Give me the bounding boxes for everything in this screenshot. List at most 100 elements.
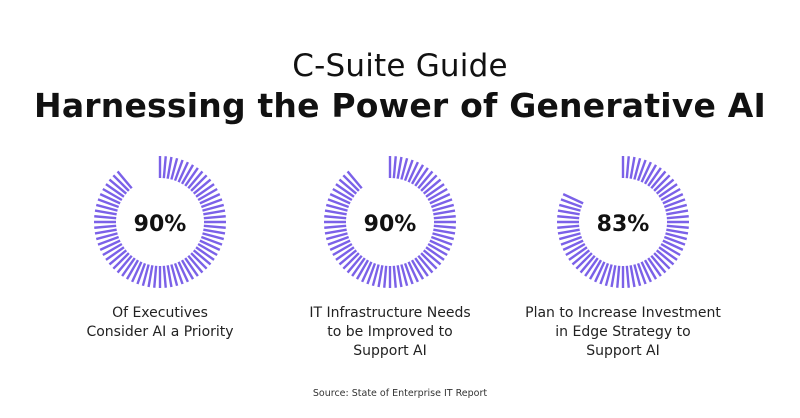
gauge-tick bbox=[422, 249, 442, 266]
gauge-tick bbox=[616, 265, 621, 288]
gauge-tick bbox=[430, 198, 453, 209]
ring-gauge-3 bbox=[557, 156, 689, 288]
gauge-tick bbox=[187, 254, 204, 274]
gauge-tick bbox=[94, 228, 117, 235]
gauge-tick bbox=[588, 259, 603, 280]
gauge-tick bbox=[195, 246, 215, 261]
gauge-tick bbox=[190, 252, 208, 270]
gauge-tick bbox=[197, 242, 218, 257]
gauge-tick bbox=[162, 265, 167, 288]
gauge-tick bbox=[643, 259, 658, 280]
gauge-tick bbox=[557, 228, 580, 235]
gauge-tick bbox=[147, 265, 154, 288]
gauge-tick bbox=[392, 156, 397, 179]
gauge-tick bbox=[329, 239, 351, 251]
gauge-tick bbox=[662, 239, 684, 251]
gauge-tick bbox=[170, 264, 179, 287]
gauge-tick bbox=[427, 242, 448, 257]
gauge-tick bbox=[400, 157, 409, 180]
gauge-tick bbox=[560, 235, 583, 246]
gauge-tick bbox=[666, 209, 689, 216]
gauge-tick bbox=[584, 257, 599, 277]
gauge-tick bbox=[180, 164, 195, 185]
gauge-tick bbox=[184, 167, 199, 187]
gauge-tick bbox=[112, 174, 130, 192]
gauge-tick bbox=[180, 259, 195, 280]
gauge-tick bbox=[396, 156, 403, 179]
gauge-tick bbox=[594, 261, 606, 283]
gauge-tick bbox=[568, 246, 588, 261]
gauge-tick bbox=[153, 265, 158, 288]
gauge-tick bbox=[324, 228, 347, 235]
gauge-tick bbox=[663, 235, 686, 246]
gauge-tick bbox=[173, 159, 184, 182]
gauge-tick bbox=[407, 161, 419, 183]
gauge-tick bbox=[199, 193, 221, 205]
gauge-tick bbox=[166, 265, 173, 288]
gauge-tick bbox=[666, 224, 689, 229]
gauge-tick bbox=[199, 239, 221, 251]
gauge-tick bbox=[425, 246, 445, 261]
gauge-tick bbox=[660, 242, 681, 257]
gauge-tick bbox=[346, 254, 363, 274]
gauge-tick bbox=[429, 193, 451, 205]
gauge-tick bbox=[414, 167, 429, 187]
caption-line: Consider AI a Priority bbox=[86, 324, 234, 340]
gauge-tick bbox=[650, 170, 667, 190]
gauge-tick bbox=[662, 193, 684, 205]
gauge-tick bbox=[417, 170, 434, 190]
gauge-tick bbox=[99, 193, 121, 205]
gauge-tick bbox=[184, 257, 199, 277]
gauge-tick bbox=[173, 262, 184, 285]
gauge-tick bbox=[94, 215, 117, 220]
gauge-tick bbox=[557, 215, 580, 220]
gauge-tick bbox=[636, 159, 647, 182]
gauge-tick bbox=[108, 178, 128, 195]
gauge-tick bbox=[192, 178, 212, 195]
gauge-tick bbox=[102, 242, 123, 257]
gauge-tick bbox=[610, 265, 617, 288]
gauge-tick bbox=[366, 262, 377, 285]
gauge-tick bbox=[650, 254, 667, 274]
gauge-tick bbox=[112, 252, 130, 270]
caption-line: Support AI bbox=[353, 343, 427, 359]
gauge-tick bbox=[560, 198, 583, 209]
gauge-tick bbox=[162, 156, 167, 179]
gauge-tick bbox=[141, 264, 150, 287]
source-note: Source: State of Enterprise IT Report bbox=[312, 388, 488, 399]
gauge-tick bbox=[383, 265, 388, 288]
gauge-tick bbox=[666, 215, 689, 220]
gauge-tick bbox=[579, 254, 596, 274]
gauge-tick bbox=[131, 261, 143, 283]
stat-caption-2: IT Infrastructure Needs to be Improved t… bbox=[270, 304, 510, 361]
gauge-tick bbox=[99, 239, 121, 251]
gauge-tick bbox=[636, 262, 647, 285]
gauge-tick bbox=[407, 261, 419, 283]
gauge-tick bbox=[346, 170, 363, 190]
gauge-tick bbox=[177, 261, 189, 283]
gauge-tick bbox=[410, 164, 425, 185]
gauge-tick bbox=[633, 264, 642, 287]
chart-subtitle: Harnessing the Power of Generative AI bbox=[34, 86, 766, 125]
gauge-tick bbox=[324, 224, 347, 229]
gauge-tick bbox=[392, 265, 397, 288]
gauge-tick bbox=[410, 259, 425, 280]
gauge-tick bbox=[558, 203, 581, 212]
gauge-tick bbox=[95, 232, 118, 241]
gauge-tick bbox=[94, 224, 117, 229]
gauge-tick bbox=[420, 252, 438, 270]
gauge-tick bbox=[177, 161, 189, 183]
gauge-tick bbox=[125, 259, 140, 280]
gauge-tick bbox=[192, 249, 212, 266]
gauge-tick bbox=[647, 167, 662, 187]
gauge-tick bbox=[200, 198, 223, 209]
gauge-tick bbox=[355, 259, 370, 280]
gauge-tick bbox=[97, 235, 120, 246]
gauge-tick bbox=[433, 215, 456, 220]
gauge-tick bbox=[202, 232, 225, 241]
gauge-tick bbox=[599, 262, 610, 285]
caption-line: Support AI bbox=[586, 343, 660, 359]
gauge-tick bbox=[335, 246, 355, 261]
gauge-tick bbox=[625, 265, 630, 288]
gauge-tick bbox=[195, 183, 215, 198]
